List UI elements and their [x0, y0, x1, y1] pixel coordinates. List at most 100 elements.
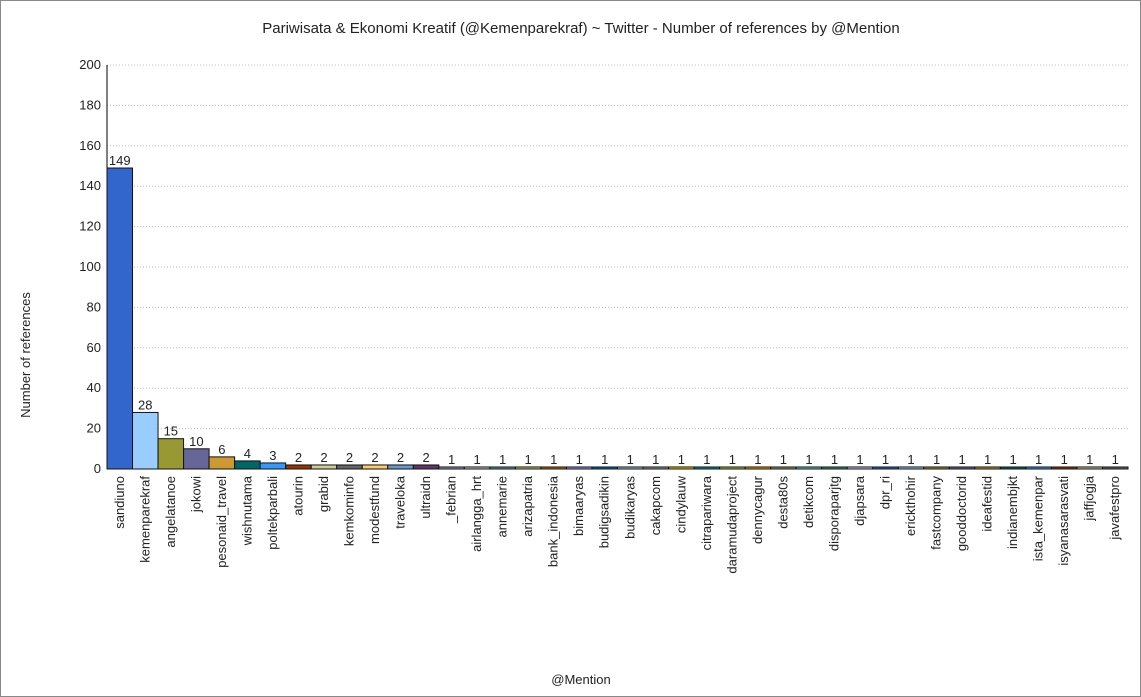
bar: [795, 466, 823, 470]
x-tick-label: ista_kemenpar: [1031, 475, 1046, 561]
bar: [693, 466, 721, 470]
bar: [106, 167, 134, 470]
value-label: 10: [189, 434, 203, 449]
bar: [540, 466, 567, 470]
bar: [770, 466, 797, 470]
x-tick-label: pesonaid_travel: [214, 476, 229, 568]
x-tick-label: _febrian: [444, 476, 459, 524]
bar: [668, 466, 695, 470]
bar: [132, 411, 159, 470]
bar: [642, 466, 670, 470]
y-tick-label: 140: [79, 178, 101, 193]
value-label: 1: [473, 452, 480, 467]
value-label: 2: [295, 450, 302, 465]
value-label: 1: [499, 452, 506, 467]
y-tick-label: 80: [87, 299, 101, 314]
x-tick-label: budigsadikin: [597, 476, 612, 548]
x-tick-label: bank_indonesia: [546, 475, 561, 567]
x-tick-label: budikaryas: [622, 476, 637, 539]
value-label: 2: [320, 450, 327, 465]
value-label: 1: [525, 452, 532, 467]
value-label: 1: [729, 452, 736, 467]
x-tick-label: wishnutama: [239, 475, 254, 546]
bar: [744, 466, 772, 470]
bar: [336, 464, 363, 470]
value-label: 1: [958, 452, 965, 467]
x-tick-label: ideafestid: [980, 476, 995, 532]
x-tick-label: dpr_ri: [878, 476, 893, 509]
x-tick-label: grabid: [316, 476, 331, 512]
x-tick-label: traveloka: [393, 475, 408, 529]
x-tick-label: cindylauw: [673, 475, 688, 533]
bar: [463, 466, 491, 470]
y-axis-title: Number of references: [18, 292, 33, 418]
x-tick-label: bimaaryas: [571, 476, 586, 536]
chart-title: Pariwisata & Ekonomi Kreatif (@Kemenpare…: [262, 20, 900, 37]
value-label: 1: [576, 452, 583, 467]
x-tick-label: modestfund: [367, 476, 382, 544]
x-tick-label: javafestpro: [1107, 476, 1122, 541]
bar: [514, 466, 542, 470]
value-label: 28: [138, 397, 152, 412]
x-tick-label: desta80s: [775, 476, 790, 529]
x-tick-label: dennycagur: [750, 475, 765, 544]
y-tick-label: 40: [87, 380, 101, 395]
bar: [1025, 466, 1052, 470]
value-label: 1: [678, 452, 685, 467]
y-tick-label: 100: [79, 259, 101, 274]
value-label: 2: [397, 450, 404, 465]
bar: [974, 466, 1001, 470]
bar: [948, 466, 976, 470]
bar: [1101, 466, 1129, 470]
value-label: 1: [601, 452, 608, 467]
x-tick-label: daramudaproject: [724, 476, 739, 574]
bar: [285, 464, 312, 470]
y-tick-label: 200: [79, 57, 101, 72]
value-label: 1: [984, 452, 991, 467]
bar: [999, 466, 1027, 470]
bar: [617, 466, 644, 470]
x-tick-label: djapsara: [852, 475, 867, 526]
value-label: 1: [1035, 452, 1042, 467]
y-tick-label: 160: [79, 138, 101, 153]
bar: [1076, 466, 1103, 470]
x-tick-label: airlangga_hrt: [469, 476, 484, 552]
bar: [387, 464, 414, 470]
x-tick-label: sandiuno: [112, 476, 127, 529]
value-label: 1: [933, 452, 940, 467]
value-label: 1: [550, 452, 557, 467]
value-label: 6: [218, 442, 225, 457]
x-tick-label: ultraidn: [418, 476, 433, 519]
y-tick-label: 60: [87, 340, 101, 355]
x-tick-label: erickthohir: [903, 475, 918, 536]
value-label: 1: [754, 452, 761, 467]
bar: [719, 466, 746, 470]
y-tick-label: 20: [87, 421, 101, 436]
bar: [1050, 466, 1078, 470]
value-label: 1: [780, 452, 787, 467]
bar: [821, 466, 848, 470]
x-tick-label: kemkominfo: [341, 476, 356, 546]
value-label: 2: [346, 450, 353, 465]
value-label: 15: [164, 424, 178, 439]
x-tick-label: isyanasarasvati: [1056, 476, 1071, 566]
bar: [361, 464, 389, 470]
bar: [489, 466, 516, 470]
x-tick-label: poltekparbali: [265, 476, 280, 550]
x-tick-label: cakapcom: [648, 476, 663, 535]
x-tick-label: annemarie: [495, 476, 510, 537]
x-tick-label: gooddoctorid: [954, 476, 969, 551]
bar: [897, 466, 925, 470]
x-tick-label: angelatanoe: [163, 476, 178, 548]
value-label: 1: [627, 452, 634, 467]
x-tick-label: indianembjkt: [1005, 476, 1020, 549]
x-tick-label: jaffjogja: [1082, 475, 1097, 521]
value-label: 1: [1086, 452, 1093, 467]
bar: [259, 462, 287, 470]
bar: [157, 438, 185, 470]
bar: [412, 464, 440, 470]
bar: [310, 464, 338, 470]
bar: [438, 466, 465, 470]
